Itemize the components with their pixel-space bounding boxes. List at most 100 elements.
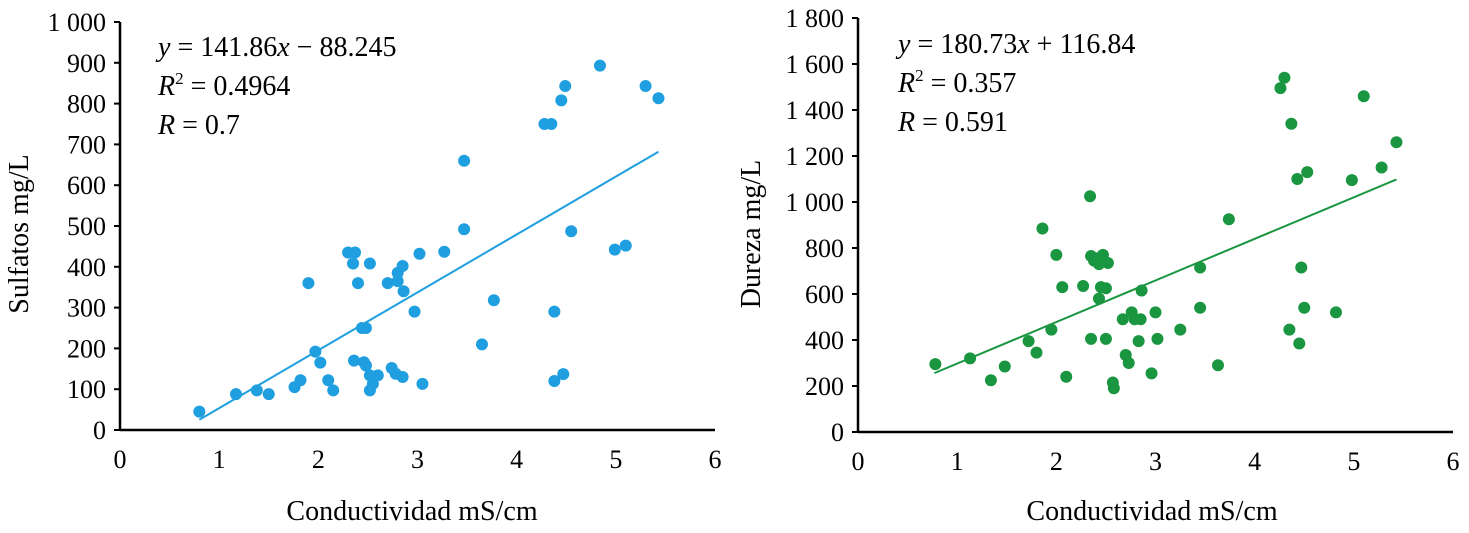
x-axis-label: Conductividad mS/cm [286,496,537,527]
eq-r-value: = 0.591 [915,107,1008,138]
data-point [1116,313,1129,326]
data-point [608,243,621,256]
data-point [230,388,243,401]
x-tick-label: 4 [510,445,523,474]
data-point [639,80,652,93]
data-point [262,388,275,401]
data-point [322,374,335,387]
y-tick-label: 200 [67,334,106,363]
x-tick-label: 5 [1347,447,1360,476]
data-point [1092,292,1105,305]
data-point [1278,71,1291,84]
data-point [391,275,404,288]
data-point [302,277,315,290]
data-point [1301,166,1314,179]
y-tick-label: 0 [831,418,844,447]
y-tick-label: 600 [67,171,106,200]
data-point [964,352,977,365]
data-point [984,374,997,387]
data-point [359,359,372,372]
data-point [309,345,322,358]
data-point [555,94,568,107]
data-point [193,405,206,418]
y-tick-label: 1 000 [48,8,107,37]
x-axis-label: Conductividad mS/cm [1026,496,1277,527]
x-tick-label: 1 [951,447,964,476]
x-tick-label: 6 [709,445,722,474]
data-point [1050,248,1063,261]
data-point [1274,82,1287,95]
x-tick-label: 4 [1248,447,1261,476]
data-point [349,246,362,259]
data-point [1375,161,1388,174]
data-point [557,368,570,381]
data-point [1099,332,1112,345]
data-point [1357,90,1370,103]
eq-y-symbol: y [895,29,911,60]
eq-part-1: = 141.86 [170,32,277,63]
eq-r-symbol: R [157,110,175,141]
data-point [359,322,372,334]
equation-line-2: R2 = 0.4964 [157,69,290,102]
data-point [548,305,561,318]
data-point [1122,357,1135,369]
eq-part-2: + 116.84 [1030,29,1136,60]
x-tick-label: 1 [213,445,226,474]
data-point [1107,382,1120,395]
data-point [397,285,410,298]
data-point [413,247,426,260]
data-point [458,154,471,167]
data-point [593,59,606,72]
data-point [250,384,263,397]
data-point [408,305,421,318]
data-point [1060,370,1073,383]
data-point [1211,359,1224,372]
data-point [1151,332,1164,345]
trendline [933,178,1397,375]
data-point [1101,256,1114,269]
data-point [1149,306,1162,319]
equation-line-1: y = 141.86x − 88.245 [155,32,396,63]
eq-r-value: = 0.7 [175,110,240,141]
eq-r2-symbol: R [157,71,175,102]
y-tick-label: 500 [67,212,106,241]
data-point [348,354,361,367]
data-point [1132,335,1145,348]
x-tick-label: 2 [1050,447,1063,476]
data-point [416,377,429,390]
data-point [548,375,561,388]
data-point [347,257,360,270]
eq-r-symbol: R [897,107,915,138]
data-point [1174,323,1187,336]
data-point [998,360,1011,373]
y-tick-label: 300 [67,294,106,323]
data-point [438,245,451,258]
data-point [1390,136,1403,149]
data-point [1085,332,1098,345]
eq-part-2: − 88.245 [290,32,397,63]
equation-line-1: y = 180.73x + 116.84 [895,29,1135,60]
data-point [545,118,558,130]
y-tick-label: 1 000 [786,188,845,217]
data-point [487,294,500,307]
data-point [1092,258,1105,271]
data-point [1036,222,1049,235]
data-point [314,356,327,369]
y-tick-label: 900 [67,49,106,78]
data-point [327,384,340,397]
data-point [1298,301,1311,314]
data-point [396,259,409,272]
data-point [1056,281,1069,294]
data-point [475,338,488,351]
y-tick-label: 100 [67,375,106,404]
data-point [1329,306,1342,319]
y-tick-label: 400 [805,326,844,355]
y-tick-label: 800 [805,234,844,263]
eq-r2-symbol: R [897,68,915,99]
data-point [363,257,376,270]
data-point [929,358,942,371]
y-tick-label: 1 600 [786,50,845,79]
x-tick-label: 0 [114,445,127,474]
y-axis-label: Sulfatos mg/L [4,154,35,313]
